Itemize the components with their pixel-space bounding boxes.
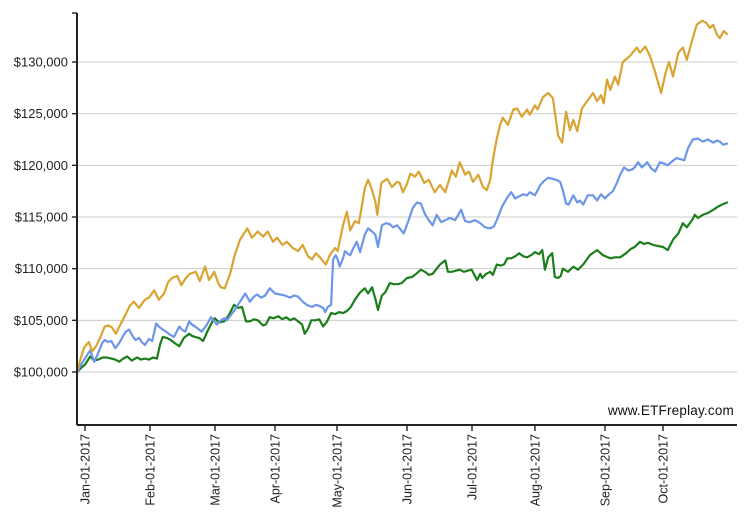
y-tick-label: $125,000 [14,106,68,121]
x-tick-label: Apr-01-2017 [269,434,283,504]
x-tick-label: Feb-01-2017 [143,434,157,506]
y-tick-label: $110,000 [15,261,68,276]
y-tick-label: $120,000 [14,158,68,173]
x-tick-label: Jan-01-2017 [78,434,92,504]
gridlines [77,61,737,373]
x-tick-label: Jun-01-2017 [401,434,415,504]
x-tick-label: Oct-01-2017 [657,434,671,504]
y-tick-label: $105,000 [14,313,68,328]
series-green-line [75,201,729,374]
x-tick-label: Jul-01-2017 [466,434,480,500]
y-tick-label: $130,000 [14,55,68,70]
x-tick-label: May-01-2017 [330,434,344,508]
series-gold-line [75,19,729,374]
y-tick-label: $100,000 [14,365,68,380]
y-tick-label: $115,000 [15,210,68,225]
watermark-link[interactable]: www.ETFreplay.com [607,403,734,418]
y-axis: $100,000 $105,000 $110,000 $115,000 $120,000… [14,12,78,425]
series-lines [75,19,729,374]
x-tick-label: Mar-01-2017 [209,434,223,506]
x-axis: Jan-01-2017 Feb-01-2017 Mar-01-2017 Apr-01-… [77,424,737,508]
x-tick-label: Sep-01-2017 [599,434,613,506]
series-blue-line [75,137,729,374]
x-tick-label: Aug-01-2017 [528,434,542,506]
